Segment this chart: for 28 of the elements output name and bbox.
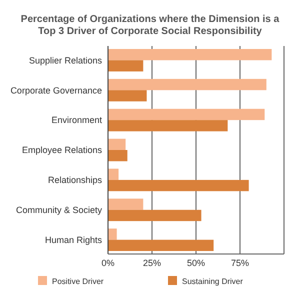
x-tick-label: 25%	[142, 258, 162, 268]
bar	[108, 210, 202, 222]
legend-label: Positive Driver	[52, 277, 104, 286]
x-tick-label: 75%	[230, 258, 250, 268]
chart-title: Percentage of Organizations where the Dimension is a Top 3 Driver of Corporate Social Responsibility	[20, 14, 280, 37]
bar	[108, 180, 249, 192]
y-tick-label: Supplier Relations	[28, 55, 102, 66]
bar	[108, 138, 126, 150]
bar	[108, 78, 266, 90]
bar	[108, 60, 144, 72]
x-tick-label: 0%	[101, 258, 115, 268]
bar	[108, 198, 144, 210]
y-tick-label: Corporate Governance	[10, 85, 102, 96]
bar	[108, 240, 214, 252]
y-tick-label: Employee Relations	[22, 145, 102, 156]
bar	[108, 90, 147, 102]
bar	[108, 150, 128, 162]
y-tick-label: Environment	[51, 115, 102, 126]
x-tick-label: 50%	[186, 258, 206, 268]
bar	[108, 108, 265, 120]
legend-label: Sustaining Driver	[182, 277, 244, 286]
bar	[108, 48, 272, 60]
bar	[108, 120, 228, 132]
y-tick-label: Relationships	[48, 175, 102, 186]
bar	[108, 228, 117, 240]
bar	[108, 168, 119, 180]
y-tick-label: Community & Society	[16, 205, 102, 216]
y-tick-label: Human Rights	[44, 234, 102, 245]
